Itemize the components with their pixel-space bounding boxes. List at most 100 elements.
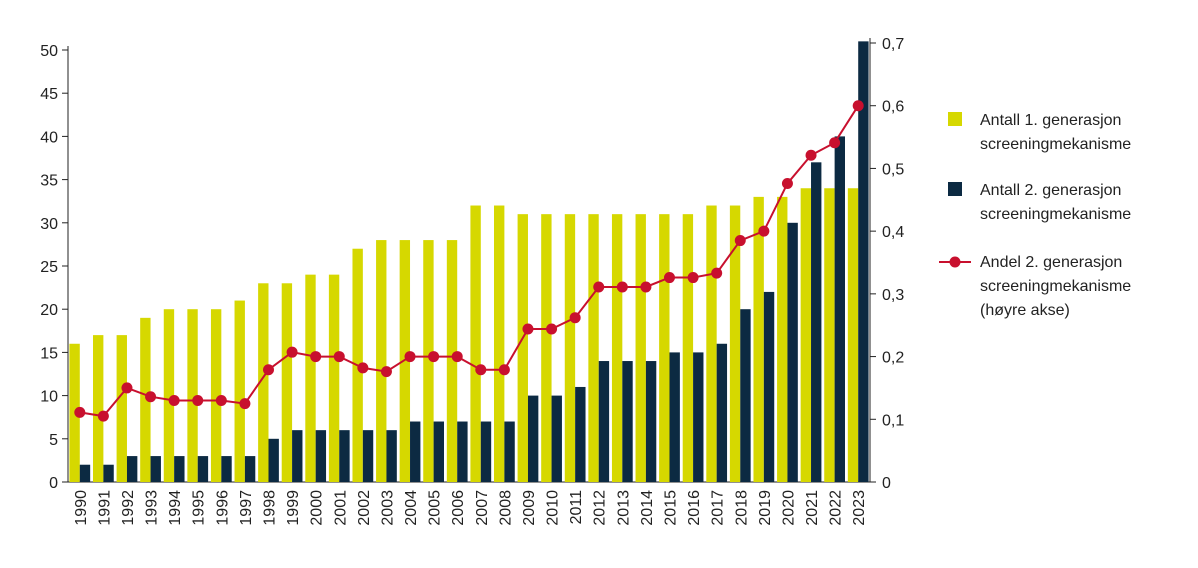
x-tick-label: 2019 — [757, 490, 774, 526]
x-tick-label: 1992 — [120, 490, 137, 526]
line-point — [451, 351, 463, 363]
right-tick-label: 0,4 — [882, 224, 904, 241]
line-point — [310, 351, 322, 363]
line-point — [711, 267, 723, 279]
legend-label: Antall 1. generasjon — [980, 112, 1121, 129]
legend-label: Antall 2. generasjon — [980, 182, 1121, 199]
x-tick-label: 2014 — [639, 490, 656, 526]
line-point — [758, 225, 770, 237]
line-point — [734, 235, 746, 247]
bar-gen1 — [659, 214, 670, 482]
bar-gen2 — [716, 343, 728, 482]
x-tick-label: 2020 — [780, 490, 797, 526]
bar-gen1 — [376, 240, 387, 482]
line-point — [805, 149, 817, 161]
x-tick-label: 2015 — [663, 490, 680, 526]
bar-gen2 — [339, 430, 350, 482]
bar-gen2 — [79, 464, 91, 482]
bar-gen2 — [315, 430, 327, 482]
bar-gen2 — [457, 421, 468, 482]
bar-gen1 — [777, 196, 788, 482]
x-tick-label: 2022 — [828, 490, 845, 526]
line-point — [380, 366, 392, 378]
bar-gen2 — [268, 438, 279, 482]
line-point — [121, 382, 133, 394]
bar-gen1 — [824, 188, 835, 483]
bar-gen1 — [729, 205, 741, 482]
bar-gen1 — [305, 274, 316, 482]
x-tick-label: 2008 — [497, 490, 514, 526]
line-point — [357, 362, 369, 374]
bar-gen2 — [598, 361, 610, 482]
bar-gen1 — [187, 309, 198, 482]
x-tick-label: 2013 — [615, 490, 632, 526]
left-tick-label: 5 — [49, 432, 58, 449]
right-tick-label: 0,5 — [882, 161, 904, 178]
bar-gen1 — [470, 205, 481, 482]
bar-gen2 — [622, 361, 633, 482]
bar-gen2 — [386, 430, 397, 482]
x-tick-label: 2006 — [450, 490, 467, 526]
line-point — [522, 323, 534, 335]
right-tick-label: 0,6 — [882, 99, 904, 116]
bar-gen2 — [763, 291, 775, 482]
x-tick-label: 2021 — [804, 490, 821, 526]
line-point — [192, 394, 204, 406]
legend-label: (høyre akse) — [980, 302, 1070, 319]
line-point — [239, 398, 251, 410]
bar-gen1 — [800, 188, 812, 483]
line-point — [97, 410, 109, 422]
line-point — [404, 351, 416, 363]
bar-gen1 — [281, 283, 293, 482]
left-tick-label: 40 — [40, 129, 58, 146]
line-point — [781, 177, 793, 189]
bar-gen1 — [588, 214, 599, 482]
bar-gen1 — [706, 205, 717, 482]
bar-gen2 — [221, 456, 232, 482]
x-tick-label: 2002 — [356, 490, 373, 526]
x-tick-label: 1991 — [96, 490, 113, 526]
bar-gen1 — [116, 335, 127, 482]
bar-gen1 — [93, 335, 104, 482]
legend-swatch-gen1 — [948, 112, 962, 126]
bar-gen2 — [504, 421, 515, 482]
legend-swatch-point — [949, 256, 961, 268]
left-tick-label: 25 — [40, 259, 58, 276]
bar-gen1 — [517, 214, 528, 482]
legend-label: screeningmekanisme — [980, 136, 1131, 153]
bar-gen2 — [740, 309, 751, 482]
x-tick-label: 1998 — [262, 490, 279, 526]
left-tick-label: 30 — [40, 216, 58, 233]
bar-gen2 — [433, 421, 444, 482]
x-tick-label: 2010 — [545, 490, 562, 526]
bar-gen1 — [635, 214, 646, 482]
legend-swatch-gen2 — [948, 182, 962, 196]
bar-gen2 — [480, 421, 492, 482]
x-tick-label: 2003 — [379, 490, 396, 526]
x-tick-label: 1996 — [214, 490, 231, 526]
bar-gen1 — [564, 214, 576, 482]
x-tick-label: 1995 — [191, 490, 208, 526]
x-tick-label: 2007 — [474, 490, 491, 526]
x-tick-label: 1999 — [285, 490, 302, 526]
line-point — [428, 351, 440, 363]
left-tick-label: 50 — [40, 43, 58, 60]
line-point — [852, 100, 864, 112]
left-tick-label: 15 — [40, 345, 58, 362]
line-point — [640, 281, 652, 293]
bar-gen1 — [494, 205, 505, 482]
bar-gen2 — [787, 222, 798, 483]
line-point — [498, 364, 510, 376]
bar-gen1 — [611, 214, 623, 482]
bar-gen1 — [210, 309, 222, 482]
bar-gen2 — [834, 136, 845, 482]
bar-gen2 — [551, 395, 562, 482]
bar-gen2 — [197, 456, 209, 482]
line-point — [168, 394, 180, 406]
bar-gen1 — [234, 300, 245, 482]
x-tick-label: 2017 — [710, 490, 727, 526]
x-tick-label: 2023 — [851, 490, 868, 526]
bar-gen1 — [328, 274, 340, 482]
bar-gen2 — [645, 361, 657, 482]
line-point — [215, 394, 227, 406]
